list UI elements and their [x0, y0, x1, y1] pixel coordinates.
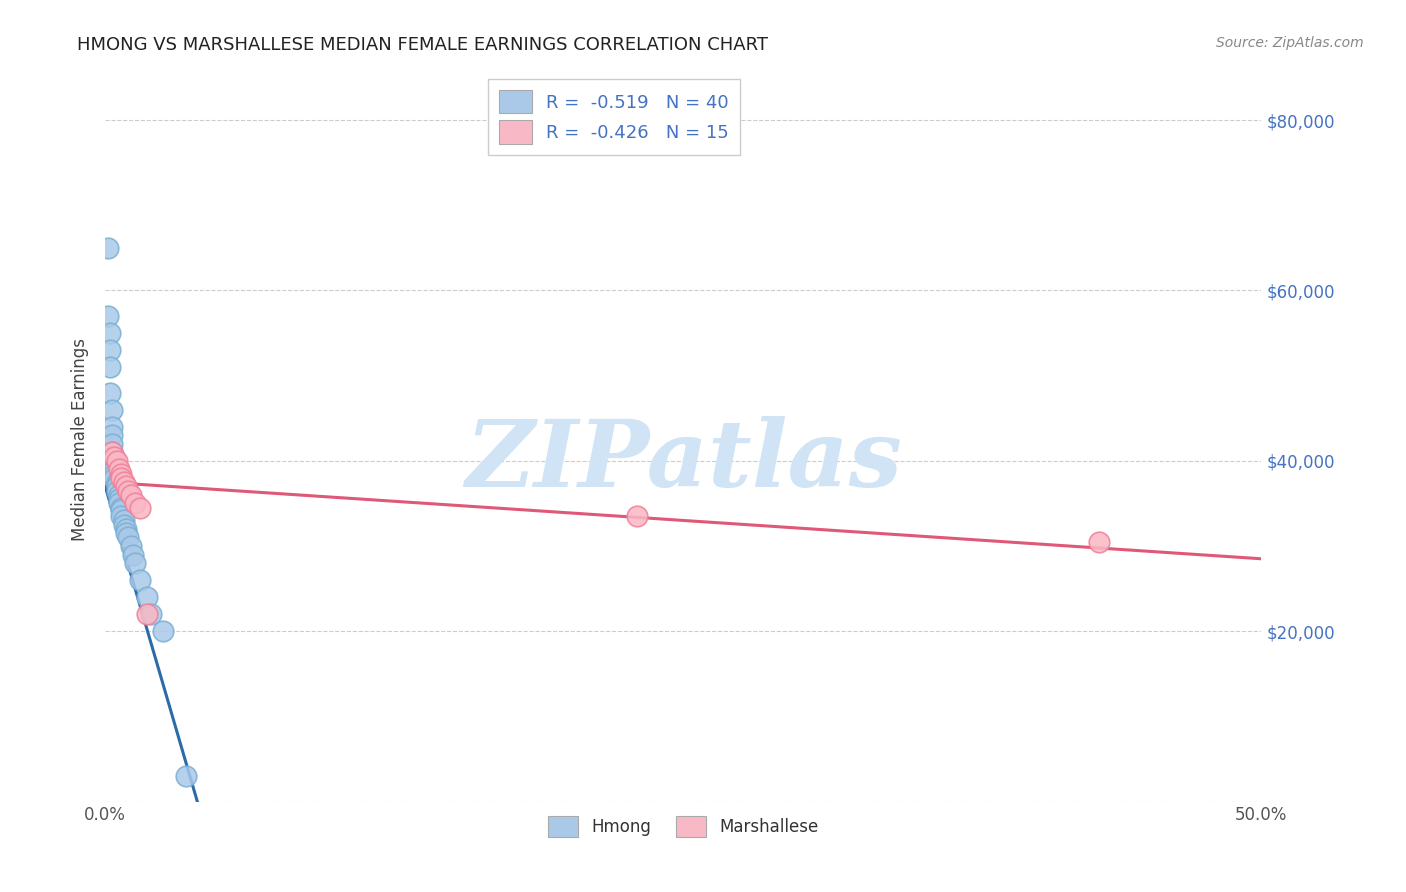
Point [110, 509, 132, 524]
Point [117, 531, 139, 545]
Point [174, 769, 197, 783]
Text: ZIPatlas: ZIPatlas [465, 417, 901, 507]
Point [101, 402, 124, 417]
Point [108, 462, 131, 476]
Point [103, 467, 125, 481]
Point [1088, 534, 1111, 549]
Point [105, 475, 128, 489]
Point [115, 479, 138, 493]
Point [115, 526, 138, 541]
Point [103, 458, 125, 472]
Point [112, 475, 135, 489]
Point [128, 500, 150, 515]
Point [135, 607, 157, 622]
Legend: Hmong, Marshallese: Hmong, Marshallese [541, 809, 825, 844]
Point [105, 483, 128, 498]
Point [96, 309, 118, 323]
Point [128, 573, 150, 587]
Text: HMONG VS MARSHALLESE MEDIAN FEMALE EARNINGS CORRELATION CHART: HMONG VS MARSHALLESE MEDIAN FEMALE EARNI… [77, 36, 768, 54]
Point [110, 467, 132, 481]
Y-axis label: Median Female Earnings: Median Female Earnings [72, 338, 89, 541]
Point [103, 454, 125, 468]
Point [105, 479, 128, 493]
Point [115, 522, 138, 536]
Point [152, 624, 174, 639]
Point [120, 488, 142, 502]
Point [108, 488, 131, 502]
Point [98, 360, 121, 375]
Point [112, 517, 135, 532]
Point [103, 462, 125, 476]
Point [101, 445, 124, 459]
Point [105, 477, 128, 491]
Point [103, 471, 125, 485]
Point [135, 590, 157, 604]
Point [98, 326, 121, 340]
Point [141, 607, 163, 622]
Text: Source: ZipAtlas.com: Source: ZipAtlas.com [1216, 36, 1364, 50]
Point [122, 548, 145, 562]
Point [105, 454, 128, 468]
Point [98, 385, 121, 400]
Point [101, 445, 124, 459]
Point [96, 241, 118, 255]
Point [103, 450, 125, 464]
Point [112, 513, 135, 527]
Point [101, 428, 124, 442]
Point [108, 492, 131, 507]
Point [117, 483, 139, 498]
Point [110, 471, 132, 485]
Point [124, 556, 146, 570]
Point [108, 496, 131, 510]
Point [98, 343, 121, 357]
Point [101, 436, 124, 450]
Point [110, 503, 132, 517]
Point [103, 450, 125, 464]
Point [124, 496, 146, 510]
Point [101, 419, 124, 434]
Point [120, 539, 142, 553]
Point [110, 500, 132, 515]
Point [626, 509, 648, 524]
